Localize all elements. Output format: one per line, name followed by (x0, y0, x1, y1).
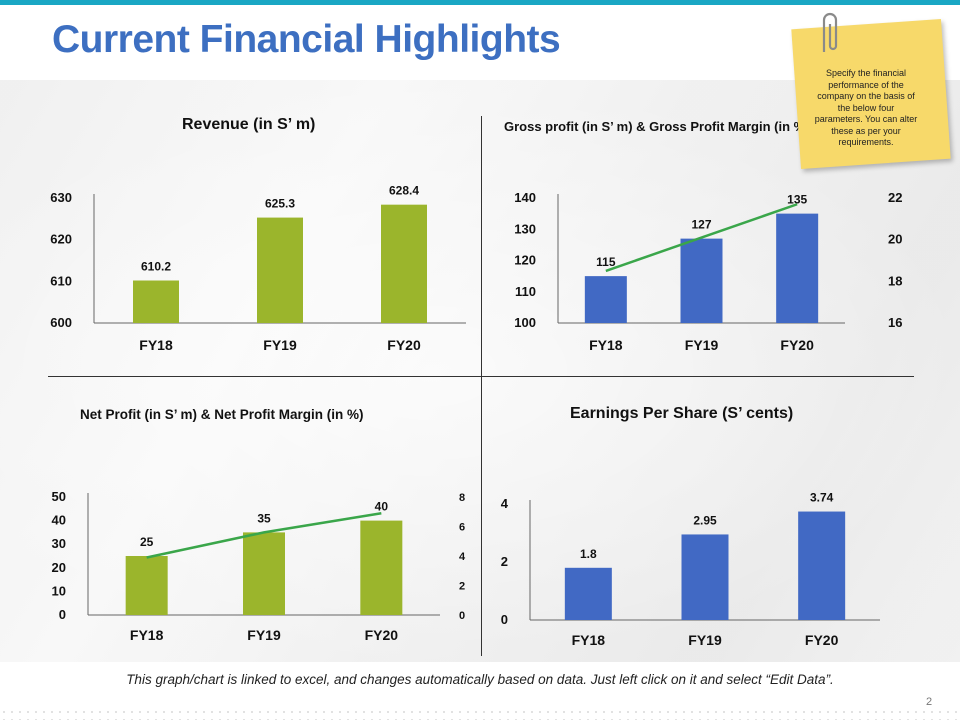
gross-x-tick-label: FY20 (780, 337, 814, 353)
eps-data-label: 2.95 (693, 513, 717, 527)
net-bar-fy18 (125, 556, 168, 615)
net-bar-fy19 (243, 532, 285, 615)
net-y-tick-label: 10 (52, 583, 66, 598)
revenue-y-tick-label: 630 (50, 190, 72, 205)
net-x-tick-label: FY19 (247, 627, 281, 643)
net-y2-tick-label: 0 (459, 610, 465, 622)
gross-margin-line (605, 203, 798, 273)
gross-y-tick-label: 140 (514, 190, 536, 205)
gross-y-tick-label: 130 (514, 221, 536, 236)
eps-x-tick-label: FY18 (572, 632, 606, 648)
revenue-y-tick-label: 610 (50, 273, 72, 288)
gross-data-label: 135 (787, 193, 807, 207)
bottom-dot-pattern (0, 708, 960, 720)
gross-bar-fy20 (776, 213, 819, 323)
net-bar-fy20 (360, 520, 403, 615)
gross-bar-fy19 (680, 238, 723, 323)
gross-y2-tick-label: 22 (888, 190, 902, 205)
net-y-tick-label: 50 (52, 489, 66, 504)
eps-data-label: 1.8 (580, 547, 597, 561)
revenue-data-label: 625.3 (265, 197, 295, 211)
eps-y-tick-label: 4 (501, 496, 509, 511)
top-accent-bar (0, 0, 960, 5)
page-title: Current Financial Highlights (52, 18, 561, 61)
revenue-bar-fy18 (133, 280, 179, 323)
horizontal-divider (48, 376, 914, 377)
eps-data-label: 3.74 (810, 491, 834, 505)
net-y-tick-label: 0 (59, 607, 66, 622)
net-y2-tick-label: 6 (459, 522, 465, 534)
net-y2-tick-label: 2 (459, 581, 465, 593)
page-number: 2 (926, 696, 933, 708)
eps-bar-fy19 (681, 534, 729, 620)
gross-y-tick-label: 110 (515, 284, 536, 299)
net-y2-tick-label: 4 (459, 551, 466, 563)
net-x-tick-label: FY18 (130, 627, 164, 643)
gross-y-tick-label: 120 (514, 253, 536, 268)
net-y-tick-label: 30 (52, 536, 66, 551)
eps-bar-fy20 (798, 511, 846, 620)
eps-y-tick-label: 2 (501, 554, 508, 569)
gross-bar-fy18 (584, 276, 627, 323)
revenue-bar-fy19 (257, 217, 303, 323)
revenue-data-label: 610.2 (141, 260, 171, 274)
net-data-label: 40 (375, 500, 389, 514)
revenue-bar-fy20 (381, 204, 427, 323)
gross-data-label: 115 (596, 255, 616, 269)
eps-x-tick-label: FY20 (805, 632, 839, 648)
gross-y2-tick-label: 18 (888, 273, 902, 288)
net-y2-tick-label: 8 (459, 492, 465, 504)
gross-profit-chart-title: Gross profit (in S’ m) & Gross Profit Ma… (504, 119, 810, 134)
eps-bar-fy18 (564, 567, 612, 620)
revenue-data-label: 628.4 (389, 184, 419, 198)
eps-chart-title: Earnings Per Share (S’ cents) (570, 405, 794, 422)
footnote: This graph/chart is linked to excel, and… (126, 672, 834, 687)
net-x-tick-label: FY20 (365, 627, 399, 643)
paperclip-icon (822, 12, 838, 52)
gross-y2-tick-label: 16 (888, 315, 902, 330)
gross-x-tick-label: FY18 (589, 337, 623, 353)
net-profit-chart-title: Net Profit (in S’ m) & Net Profit Margin… (80, 407, 364, 422)
net-y-tick-label: 40 (52, 513, 66, 528)
net-data-label: 25 (140, 535, 154, 549)
gross-y2-tick-label: 20 (888, 232, 902, 247)
net-data-label: 35 (257, 511, 271, 525)
gross-y-tick-label: 100 (514, 315, 536, 330)
net-margin-line (146, 511, 382, 559)
revenue-x-tick-label: FY20 (387, 337, 421, 353)
revenue-y-tick-label: 620 (50, 232, 72, 247)
revenue-x-tick-label: FY18 (139, 337, 173, 353)
eps-x-tick-label: FY19 (688, 632, 722, 648)
net-y-tick-label: 20 (52, 560, 66, 575)
revenue-x-tick-label: FY19 (263, 337, 297, 353)
sticky-note-text: Specify the financial performance of the… (814, 68, 918, 147)
gross-data-label: 127 (691, 218, 711, 232)
revenue-y-tick-label: 600 (50, 315, 72, 330)
eps-y-tick-label: 0 (501, 612, 508, 627)
revenue-chart-title: Revenue (in S’ m) (182, 116, 316, 133)
vertical-divider (481, 116, 482, 656)
gross-x-tick-label: FY19 (685, 337, 719, 353)
